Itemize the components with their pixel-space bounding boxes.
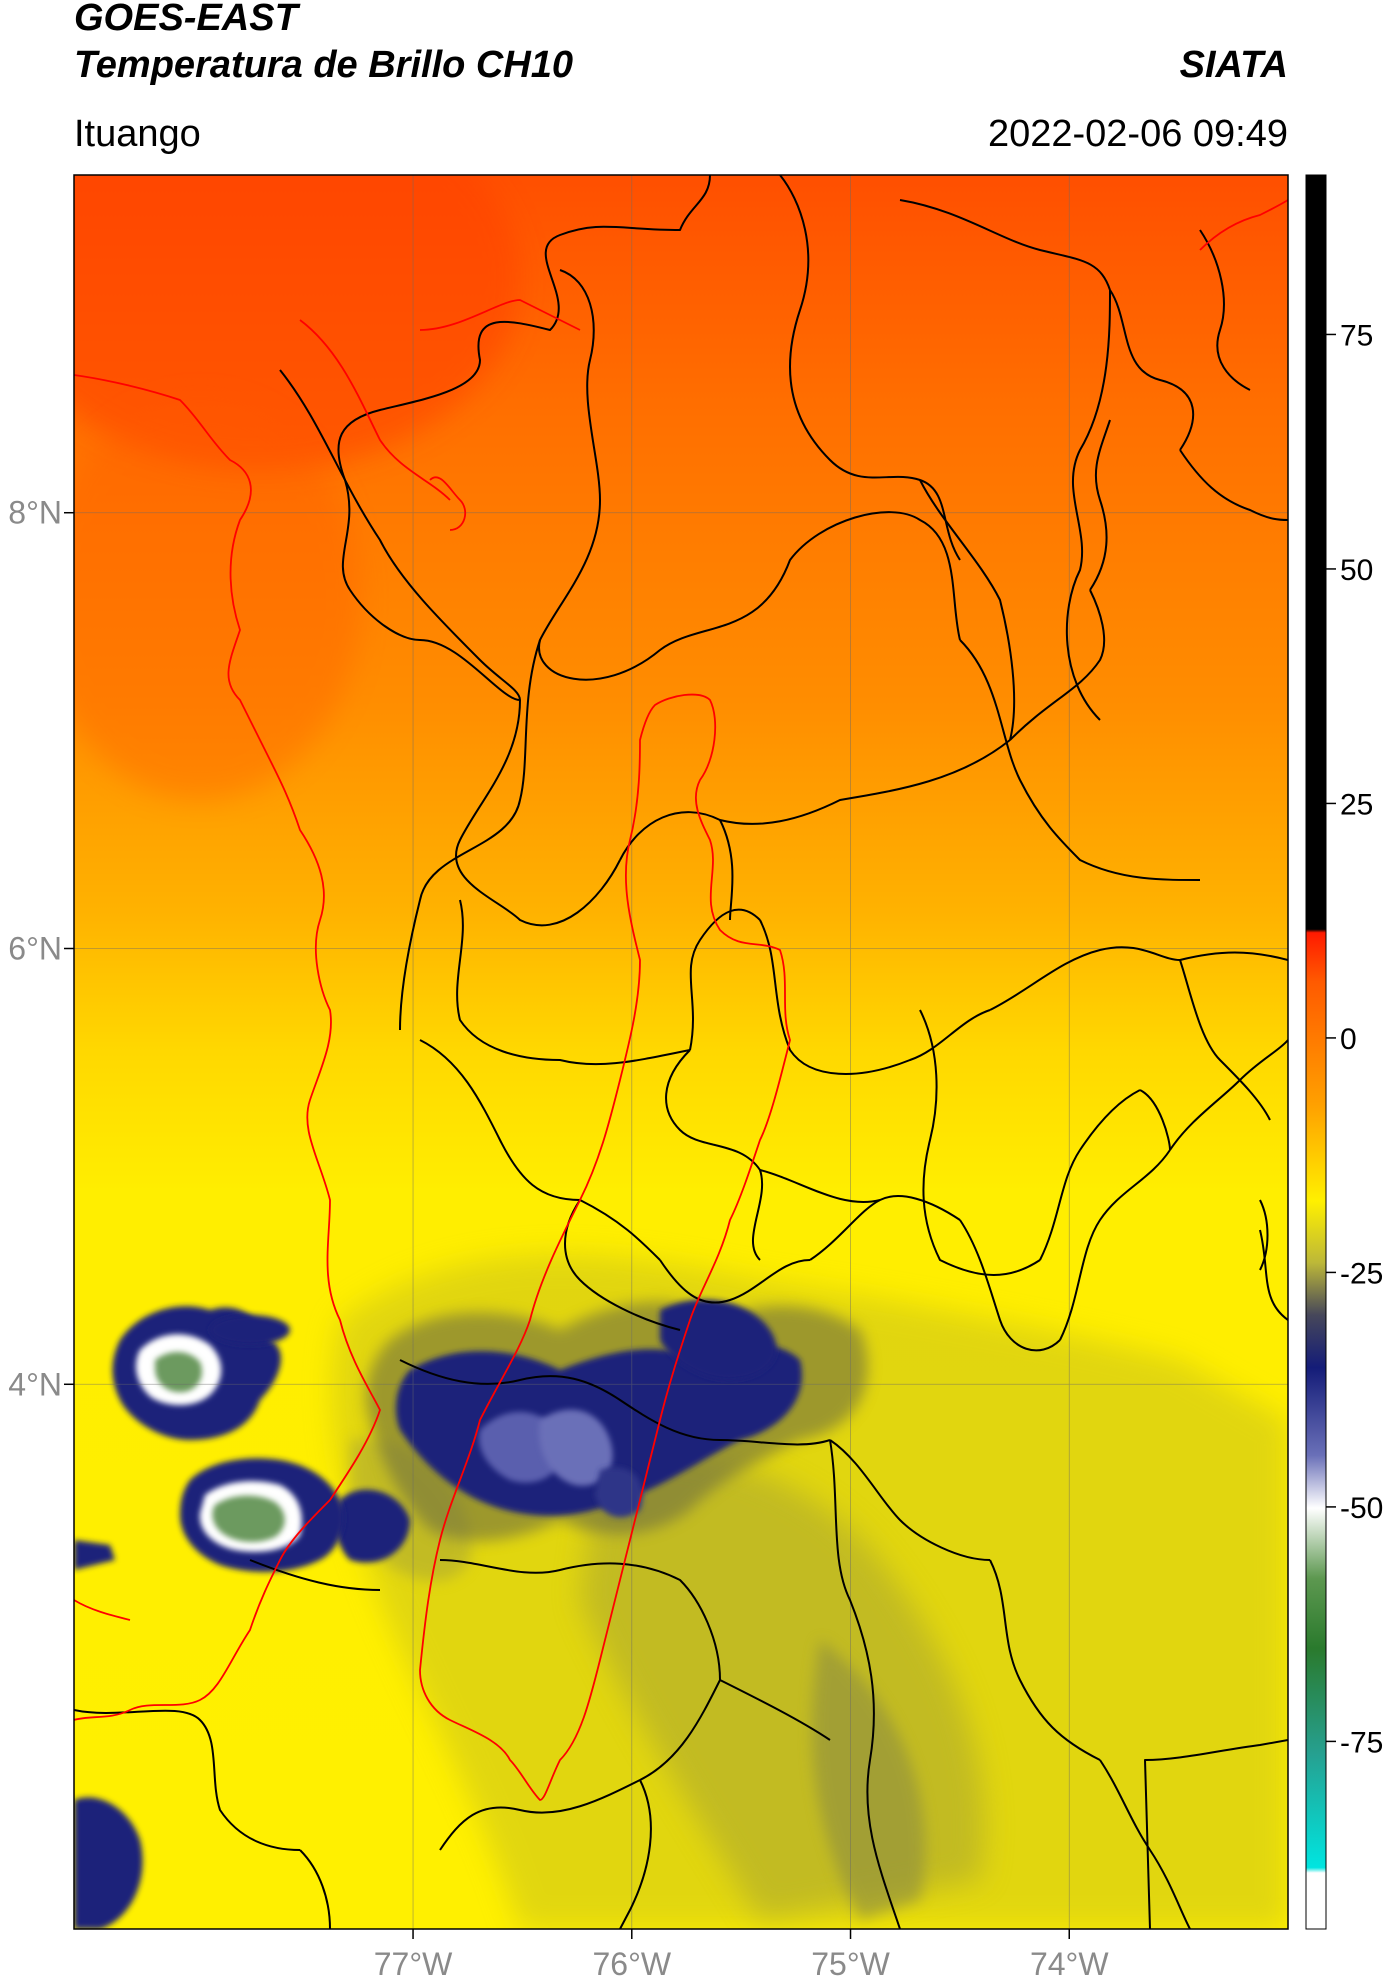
lon-tick-label: 76°W: [592, 1946, 671, 1981]
colorbar-tick-label: 50: [1340, 554, 1373, 587]
brightness-temperature-field: [74, 175, 1288, 1929]
longitude-axis: 77°W 76°W 75°W 74°W: [374, 1929, 1109, 1981]
colorbar-tick-label: -25: [1340, 1257, 1383, 1290]
colorbar-gradient: [1305, 174, 1327, 1930]
colorbar-tick-label: -50: [1340, 1492, 1383, 1525]
map-frame: [73, 174, 1289, 1930]
location-label: Ituango: [74, 113, 201, 155]
lat-tick-label: 4°N: [8, 1366, 62, 1402]
graticule: [74, 175, 1288, 1929]
colorbar-tick-label: 25: [1340, 788, 1373, 821]
latitude-axis: 8°N 6°N 4°N: [8, 495, 74, 1402]
coastline-and-region-borders: [74, 199, 1288, 1801]
colorbar-tick-label: 0: [1340, 1023, 1357, 1056]
agency-label: SIATA: [1179, 44, 1288, 86]
colorbar: 75 50 25 0 -25 -50 -75: [1305, 174, 1383, 1930]
title-line1: GOES-EAST: [74, 0, 298, 39]
colorbar-tick-label: -75: [1340, 1726, 1383, 1759]
lon-tick-label: 75°W: [811, 1946, 890, 1981]
lon-tick-label: 77°W: [374, 1946, 453, 1981]
department-borders: [74, 175, 1288, 1929]
datetime-label: 2022-02-06 09:49: [987, 113, 1288, 155]
title-line2: Temperatura de Brillo CH10: [74, 44, 574, 86]
lon-tick-label: 74°W: [1030, 1946, 1109, 1981]
lat-tick-label: 8°N: [8, 495, 62, 531]
colorbar-tick-label: 75: [1340, 319, 1373, 352]
lat-tick-label: 6°N: [8, 931, 62, 967]
colorbar-ticks: 75 50 25 0 -25 -50 -75: [1326, 319, 1383, 1759]
